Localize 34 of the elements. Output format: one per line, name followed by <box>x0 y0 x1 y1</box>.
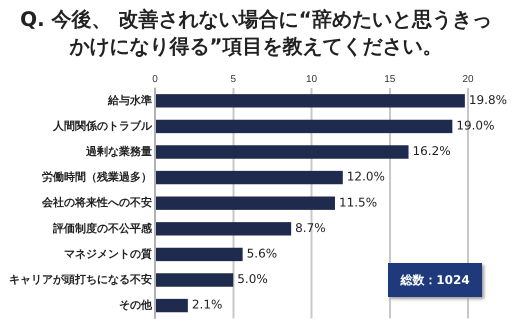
data-label: 12.0% <box>346 170 385 184</box>
bar <box>156 170 343 184</box>
data-label: 19.8% <box>468 92 507 107</box>
bar <box>156 222 292 236</box>
y-tick-label: 人間関係のトラブル <box>52 119 153 132</box>
data-label: 11.5% <box>338 195 378 210</box>
data-label: 19.0% <box>456 118 494 133</box>
y-tick-label: キャリアが頭打ちになる不安 <box>9 273 152 286</box>
bar <box>156 145 409 159</box>
bar <box>156 94 465 108</box>
chart-title: Q. 今後、 改善されない場合に“辞めたいと思うきっかけになり得る”項目を教えてください。 <box>20 6 492 60</box>
data-label: 5.6% <box>246 246 278 261</box>
bar <box>156 248 243 262</box>
x-tick-label: 10 <box>306 74 318 85</box>
annotation: 総数：1024 <box>388 263 482 297</box>
y-tick-label: その他 <box>119 298 153 312</box>
y-tick-label: 評価制度の不公平感 <box>52 222 153 235</box>
x-tick-label: 20 <box>462 74 474 85</box>
y-tick-label: 会社の将来性への不安 <box>41 196 152 210</box>
bar <box>156 196 335 210</box>
data-label: 2.1% <box>192 298 222 312</box>
data-label: 16.2% <box>412 144 451 158</box>
bar <box>156 120 452 134</box>
data-label: 8.7% <box>295 220 326 235</box>
y-tick-label: 労働時間（残業過多） <box>42 170 152 184</box>
y-tick-label: 給与水準 <box>107 94 152 107</box>
x-tick-label: 5 <box>230 74 236 85</box>
bar <box>156 273 234 287</box>
bar <box>156 298 188 312</box>
y-tick-label: 過剰な業務量 <box>85 145 152 158</box>
x-tick-label: 15 <box>384 74 396 85</box>
data-label: 5.0% <box>237 272 268 286</box>
y-tick-label: マネジメントの質 <box>64 247 152 260</box>
x-tick-label: 0 <box>152 74 158 85</box>
